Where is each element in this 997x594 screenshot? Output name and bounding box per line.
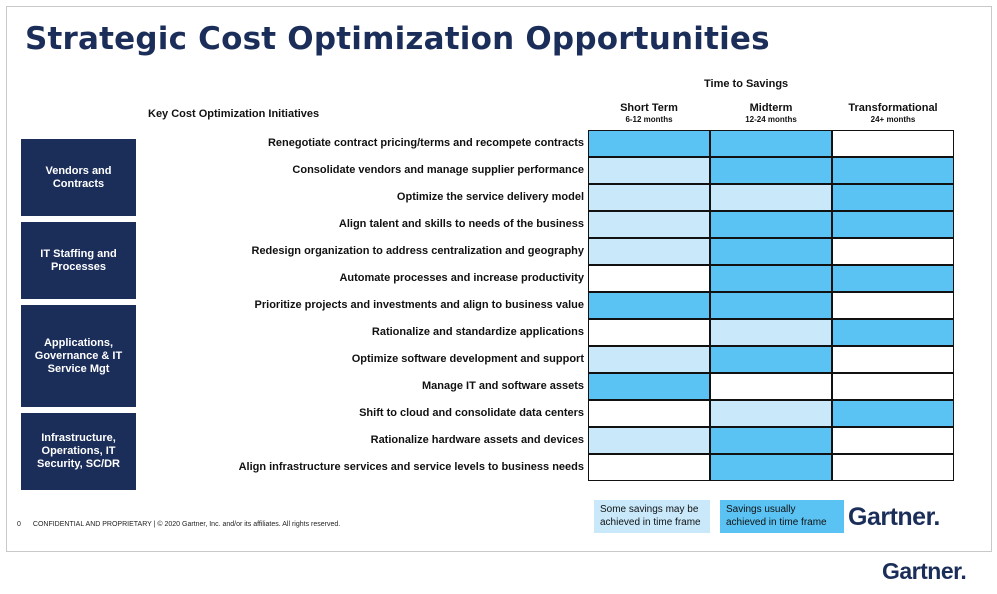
savings-cell-none <box>832 130 954 157</box>
savings-cell-usually <box>710 238 832 265</box>
column-heading: Short Term <box>620 102 678 114</box>
gartner-logo: Gartner. <box>848 503 940 531</box>
savings-cell-some <box>588 238 710 265</box>
initiative-label: Shift to cloud and consolidate data cent… <box>359 407 584 419</box>
savings-cell-usually <box>710 427 832 454</box>
savings-cell-usually <box>588 373 710 400</box>
savings-cell-none <box>832 454 954 481</box>
column-subheading: 12-24 months <box>745 115 797 124</box>
page-number: 0 <box>17 521 21 528</box>
savings-cell-usually <box>710 130 832 157</box>
column-subheading: 6-12 months <box>625 115 673 124</box>
savings-cell-none <box>832 373 954 400</box>
savings-cell-usually <box>710 211 832 238</box>
initiative-label: Rationalize and standardize applications <box>371 326 584 338</box>
footer: 0 CONFIDENTIAL AND PROPRIETARY | © 2020 G… <box>17 521 340 528</box>
savings-grid <box>588 130 954 481</box>
savings-cell-usually <box>710 265 832 292</box>
savings-cell-none <box>832 238 954 265</box>
category-infrastructure: Infrastructure, Operations, IT Security,… <box>21 413 136 490</box>
initiative-label: Optimize the service delivery model <box>396 191 584 203</box>
copyright-text: CONFIDENTIAL AND PROPRIETARY | © 2020 Ga… <box>32 521 341 528</box>
legend-usual-savings: Savings usually achieved in time frame <box>720 500 844 533</box>
savings-cell-usually <box>588 130 710 157</box>
column-header-midterm: Midterm 12-24 months <box>710 102 832 124</box>
column-heading: Transformational <box>848 102 938 114</box>
savings-cell-usually <box>832 157 954 184</box>
legend-some-savings: Some savings may be achieved in time fra… <box>594 500 710 533</box>
savings-cell-usually <box>832 211 954 238</box>
savings-cell-some <box>710 184 832 211</box>
category-it-staffing: IT Staffing and Processes <box>21 222 136 299</box>
savings-cell-usually <box>710 454 832 481</box>
time-to-savings-label: Time to Savings <box>704 78 789 90</box>
category-applications: Applications, Governance & IT Service Mg… <box>21 305 136 407</box>
savings-cell-usually <box>710 346 832 373</box>
column-heading: Midterm <box>749 102 793 114</box>
savings-cell-some <box>588 211 710 238</box>
initiative-label: Align talent and skills to needs of the … <box>338 218 584 230</box>
gartner-brand-logo: Gartner. <box>882 558 967 584</box>
savings-cell-usually <box>588 292 710 319</box>
savings-cell-none <box>832 427 954 454</box>
initiative-label: Redesign organization to address central… <box>251 245 585 257</box>
column-header-transformational: Transformational 24+ months <box>832 102 954 124</box>
initiative-label: Renegotiate contract pricing/terms and r… <box>267 137 584 149</box>
initiative-label: Prioritize projects and investments and … <box>254 299 584 311</box>
savings-cell-none <box>588 265 710 292</box>
savings-cell-usually <box>710 292 832 319</box>
savings-cell-none <box>832 346 954 373</box>
savings-cell-none <box>588 319 710 346</box>
savings-cell-none <box>710 373 832 400</box>
savings-cell-some <box>588 427 710 454</box>
category-vendors-contracts: Vendors and Contracts <box>21 139 136 216</box>
savings-cell-none <box>588 454 710 481</box>
initiative-label: Manage IT and software assets <box>422 380 584 392</box>
savings-cell-usually <box>832 184 954 211</box>
savings-cell-usually <box>710 157 832 184</box>
initiative-label: Align infrastructure services and servic… <box>238 461 584 473</box>
initiative-label: Automate processes and increase producti… <box>339 272 584 284</box>
savings-cell-usually <box>832 319 954 346</box>
savings-cell-some <box>710 400 832 427</box>
savings-cell-some <box>588 184 710 211</box>
savings-cell-none <box>832 292 954 319</box>
initiatives-header: Key Cost Optimization Initiatives <box>148 108 320 120</box>
initiative-labels: Renegotiate contract pricing/terms and r… <box>239 130 584 481</box>
column-subheading: 24+ months <box>870 115 916 124</box>
savings-cell-some <box>588 157 710 184</box>
initiative-label: Rationalize hardware assets and devices <box>370 434 584 446</box>
initiative-label: Optimize software development and suppor… <box>351 353 584 365</box>
savings-cell-usually <box>832 265 954 292</box>
column-header-short-term: Short Term 6-12 months <box>588 102 710 124</box>
savings-cell-usually <box>832 400 954 427</box>
savings-cell-some <box>710 319 832 346</box>
initiative-label: Consolidate vendors and manage supplier … <box>292 164 584 176</box>
savings-cell-none <box>588 400 710 427</box>
savings-cell-some <box>588 346 710 373</box>
page-title: Strategic Cost Optimization Opportunitie… <box>25 21 770 57</box>
